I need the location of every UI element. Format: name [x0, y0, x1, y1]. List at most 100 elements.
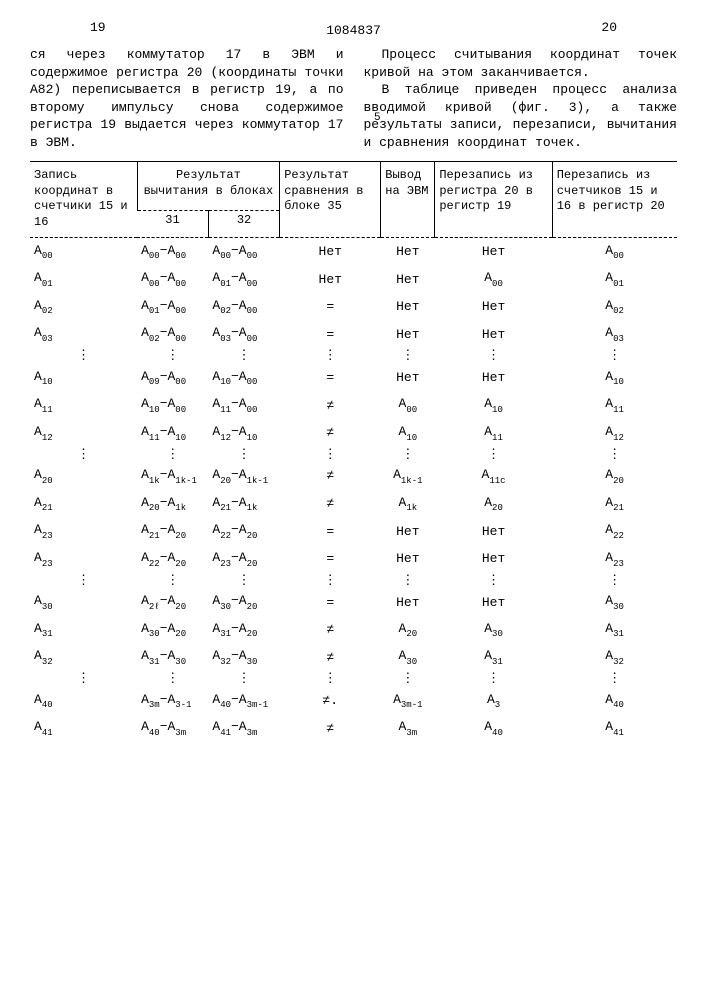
table-row: ⋮⋮⋮⋮⋮⋮⋮	[30, 573, 677, 589]
cell: Нет	[381, 320, 435, 348]
cell: Нет	[381, 364, 435, 392]
vdots: ⋮	[137, 573, 208, 589]
cell: A3m	[381, 714, 435, 742]
cell: A12−A10	[208, 419, 279, 447]
table-row: A21A20−A1kA21−A1k≠A1kA20A21	[30, 490, 677, 518]
table-row: ⋮⋮⋮⋮⋮⋮⋮	[30, 671, 677, 687]
table-row: A03A02−A00A03−A00=НетНетA03	[30, 320, 677, 348]
data-table: Запись координат в счетчики 15 и 16 Резу…	[30, 161, 677, 742]
cell: A02−A00	[137, 320, 208, 348]
cell: Нет	[381, 293, 435, 321]
table-row: A10A09−A00A10−A00=НетНетA10	[30, 364, 677, 392]
cell: ≠	[280, 391, 381, 419]
cell: A11−A10	[137, 419, 208, 447]
cell: A20−A1k	[137, 490, 208, 518]
col-header-5: Перезапись из регистра 20 в регистр 19	[435, 162, 552, 237]
table-row: ⋮⋮⋮⋮⋮⋮⋮	[30, 447, 677, 463]
cell: A20	[552, 462, 677, 490]
vdots: ⋮	[280, 447, 381, 463]
cell: ≠	[280, 419, 381, 447]
cell: A01	[30, 265, 137, 293]
cell: =	[280, 364, 381, 392]
cell: A03−A00	[208, 320, 279, 348]
vdots: ⋮	[280, 348, 381, 364]
vdots: ⋮	[381, 573, 435, 589]
cell: A12	[552, 419, 677, 447]
cell: A30	[381, 643, 435, 671]
cell: A10−A00	[137, 391, 208, 419]
cell: A03	[30, 320, 137, 348]
cell: A22−A20	[137, 545, 208, 573]
cell: =	[280, 517, 381, 545]
cell: A10	[435, 391, 552, 419]
cell: Нет	[280, 237, 381, 265]
cell: A40	[552, 687, 677, 715]
page-num-left: 19	[90, 20, 106, 35]
table-row: A41A40−A3mA41−A3m≠A3mA40A41	[30, 714, 677, 742]
cell: A3m-1	[381, 687, 435, 715]
cell: A2ℓ−A20	[137, 588, 208, 616]
cell: A11	[435, 419, 552, 447]
cell: =	[280, 545, 381, 573]
cell: A00−A00	[137, 237, 208, 265]
cell: A30	[552, 588, 677, 616]
vdots: ⋮	[552, 671, 677, 687]
cell: =	[280, 588, 381, 616]
cell: A1k-1	[381, 462, 435, 490]
cell: A20	[30, 462, 137, 490]
right-paragraph-2: В таблице приведен процесс анализа вводи…	[364, 81, 678, 151]
left-paragraph: ся через коммутатор 17 в ЭВМ и содержимо…	[30, 46, 344, 151]
cell: A00	[30, 237, 137, 265]
cell: A01−A00	[137, 293, 208, 321]
col-subheader-31: 31	[137, 210, 208, 237]
cell: ≠	[280, 714, 381, 742]
cell: Нет	[435, 364, 552, 392]
table-row: A23A21−A20A22−A20=НетНетA22	[30, 517, 677, 545]
cell: A00−A00	[208, 237, 279, 265]
line-marker: 5	[374, 112, 381, 124]
cell: A30	[435, 616, 552, 644]
cell: ≠	[280, 643, 381, 671]
vdots: ⋮	[30, 671, 137, 687]
cell: A11	[30, 391, 137, 419]
table-row: A40A3m−A3-1A40−A3m-1≠.A3m-1A3A40	[30, 687, 677, 715]
cell: A21−A20	[137, 517, 208, 545]
cell: Нет	[280, 265, 381, 293]
cell: A1k−A1k-1	[137, 462, 208, 490]
vdots: ⋮	[280, 671, 381, 687]
cell: Нет	[435, 237, 552, 265]
cell: ≠	[280, 616, 381, 644]
table-row: A30A2ℓ−A20A30−A20=НетНетA30	[30, 588, 677, 616]
cell: A32	[30, 643, 137, 671]
cell: A01	[552, 265, 677, 293]
cell: A31	[435, 643, 552, 671]
col-header-6: Перезапись из счетчиков 15 и 16 в регист…	[552, 162, 677, 237]
table-row: A32A31−A30A32−A30≠A30A31A32	[30, 643, 677, 671]
cell: Нет	[381, 517, 435, 545]
cell: A21	[30, 490, 137, 518]
vdots: ⋮	[435, 573, 552, 589]
vdots: ⋮	[30, 348, 137, 364]
cell: A30−A20	[208, 588, 279, 616]
table-row: A02A01−A00A02−A00=НетНетA02	[30, 293, 677, 321]
cell: Нет	[381, 265, 435, 293]
cell: A10	[381, 419, 435, 447]
cell: ≠	[280, 462, 381, 490]
cell: Нет	[435, 545, 552, 573]
cell: A00	[552, 237, 677, 265]
cell: A1k	[381, 490, 435, 518]
cell: Нет	[381, 588, 435, 616]
table-row: ⋮⋮⋮⋮⋮⋮⋮	[30, 348, 677, 364]
cell: A09−A00	[137, 364, 208, 392]
cell: A10	[552, 364, 677, 392]
right-paragraph-1: Процесс считывания координат точек криво…	[364, 46, 678, 81]
cell: A30−A20	[137, 616, 208, 644]
cell: A30	[30, 588, 137, 616]
cell: A31	[30, 616, 137, 644]
col-subheader-32: 32	[208, 210, 279, 237]
vdots: ⋮	[137, 348, 208, 364]
vdots: ⋮	[137, 671, 208, 687]
cell: A00−A00	[137, 265, 208, 293]
vdots: ⋮	[208, 671, 279, 687]
cell: A41	[30, 714, 137, 742]
